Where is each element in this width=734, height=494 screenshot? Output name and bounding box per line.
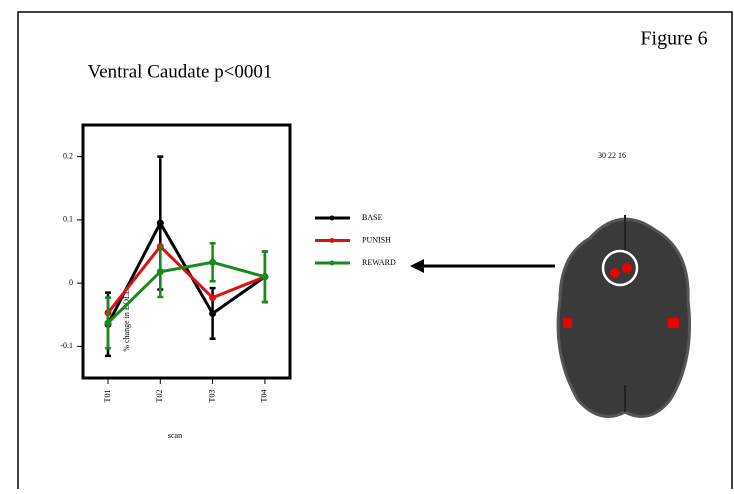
point <box>105 319 112 326</box>
legend-label: PUNISH <box>362 235 391 244</box>
point <box>157 268 164 275</box>
point <box>209 294 216 301</box>
point <box>261 273 268 280</box>
figure: Figure 6 Ventral Caudate p<0001 scan % c… <box>0 0 734 489</box>
brain-image <box>558 215 689 416</box>
legend-marker <box>330 261 335 266</box>
legend-label: REWARD <box>362 258 396 267</box>
plot-frame <box>83 125 290 378</box>
y-tick-label: 0.2 <box>63 151 73 160</box>
activation <box>610 268 620 278</box>
brain <box>558 219 689 416</box>
activation <box>622 263 632 273</box>
x-axis-label: scan <box>168 431 182 440</box>
legend-label: BASE <box>362 213 383 222</box>
arrow-head <box>410 259 424 273</box>
legend-marker <box>330 238 335 243</box>
chart-title: Ventral Caudate p<0001 <box>88 61 273 82</box>
activation <box>563 318 572 328</box>
figure-label: Figure 6 <box>640 28 707 50</box>
legend-marker <box>330 216 335 221</box>
x-tick-label: T03 <box>207 390 216 403</box>
x-tick-label: T04 <box>260 390 269 403</box>
y-tick-label: 0.1 <box>63 215 73 224</box>
image-coords: 30 22 16 <box>598 151 626 160</box>
x-tick-label: T02 <box>155 390 164 403</box>
point <box>157 220 164 227</box>
y-tick-label: 0 <box>69 278 73 287</box>
activation <box>668 318 679 328</box>
y-tick-label: -0.1 <box>60 341 73 350</box>
point <box>209 310 216 317</box>
x-tick-label: T01 <box>103 390 112 403</box>
point <box>209 259 216 266</box>
